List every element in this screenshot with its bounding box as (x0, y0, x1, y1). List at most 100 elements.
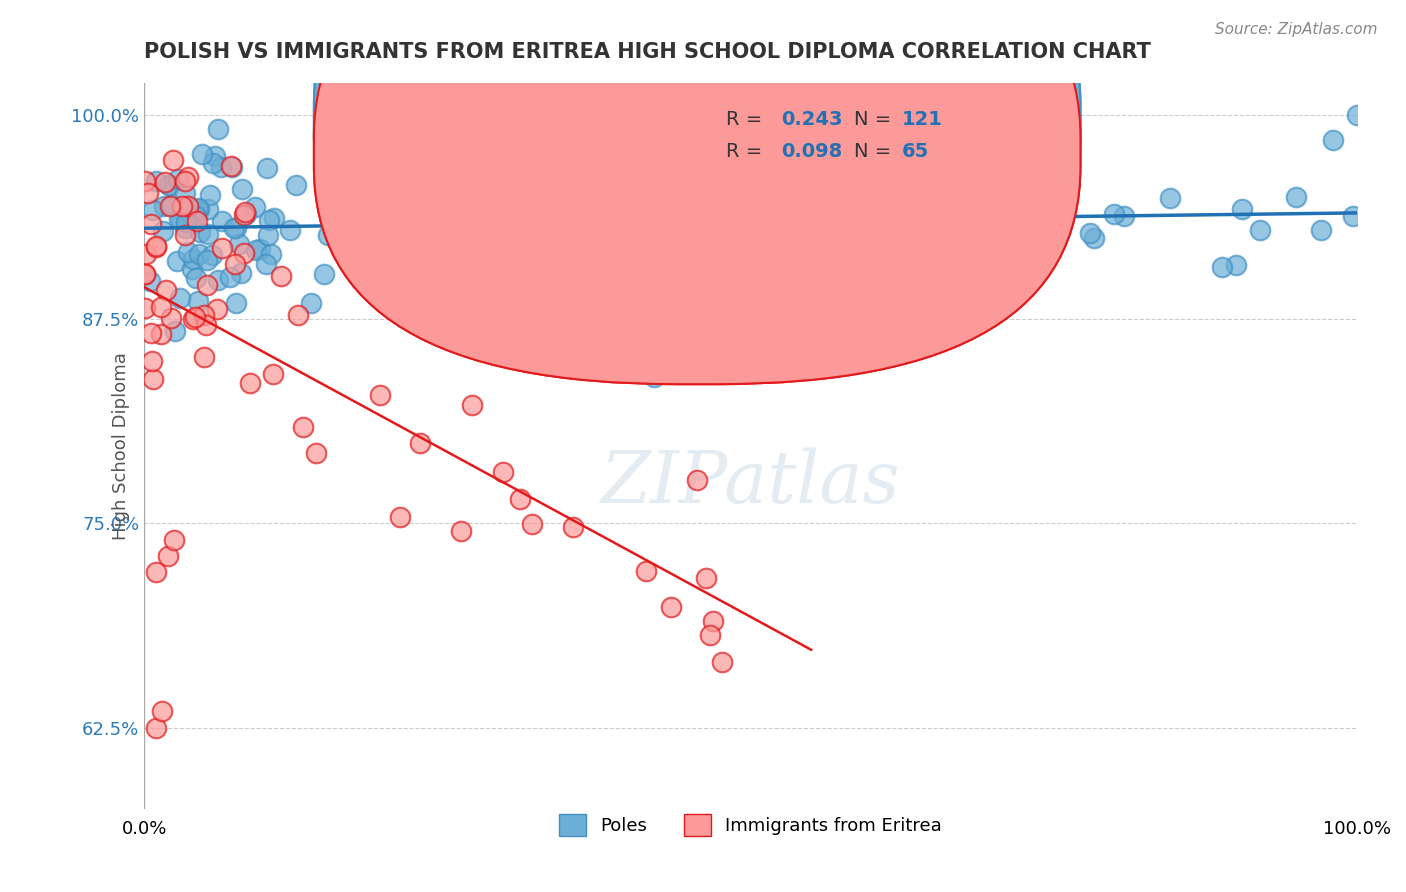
Poles (747, 188, 769, 202)
Poles (413, 207, 436, 221)
Poles (316, 227, 339, 242)
Poles (197, 202, 219, 216)
Immigrants from Eritrea (509, 492, 531, 507)
Poles (256, 161, 278, 175)
Poles (188, 246, 211, 260)
Poles (218, 270, 240, 285)
Poles (184, 209, 207, 223)
Y-axis label: High School Diploma: High School Diploma (112, 352, 131, 540)
Immigrants from Eritrea (155, 175, 177, 189)
Poles (142, 203, 165, 218)
Text: 0.243: 0.243 (780, 110, 842, 128)
Poles (1249, 222, 1271, 236)
FancyBboxPatch shape (672, 101, 963, 174)
Poles (1346, 108, 1368, 122)
Immigrants from Eritrea (186, 213, 208, 227)
Poles (661, 186, 683, 201)
FancyBboxPatch shape (314, 0, 1080, 351)
Poles (157, 178, 180, 192)
Immigrants from Eritrea (142, 372, 165, 386)
Poles (245, 243, 267, 257)
Immigrants from Eritrea (389, 509, 412, 524)
Text: N =: N = (853, 110, 897, 128)
Immigrants from Eritrea (163, 533, 186, 547)
Text: N =: N = (853, 142, 897, 161)
Poles (434, 232, 457, 246)
Immigrants from Eritrea (183, 310, 205, 324)
Text: N =: N = (853, 142, 897, 161)
Immigrants from Eritrea (219, 159, 242, 173)
Poles (312, 267, 335, 281)
Poles (1102, 207, 1125, 221)
Poles (231, 182, 253, 196)
Poles (1078, 226, 1101, 240)
Poles (872, 219, 894, 233)
Immigrants from Eritrea (170, 199, 193, 213)
Immigrants from Eritrea (134, 173, 156, 187)
Poles (202, 156, 225, 170)
Poles (170, 212, 193, 227)
Poles (828, 211, 851, 226)
Poles (166, 172, 188, 186)
Immigrants from Eritrea (292, 420, 315, 434)
Immigrants from Eritrea (197, 277, 219, 292)
Poles (1343, 210, 1365, 224)
Poles (254, 257, 277, 271)
Poles (447, 161, 470, 176)
Poles (222, 221, 245, 235)
Poles (257, 212, 280, 227)
Text: 0.098: 0.098 (780, 142, 842, 161)
Immigrants from Eritrea (134, 301, 156, 315)
Immigrants from Eritrea (699, 628, 721, 642)
Poles (1114, 209, 1136, 223)
Immigrants from Eritrea (193, 308, 215, 322)
Poles (1285, 190, 1308, 204)
Text: 65: 65 (903, 142, 929, 161)
Immigrants from Eritrea (157, 549, 180, 563)
Poles (1083, 231, 1105, 245)
Poles (316, 179, 339, 194)
Immigrants from Eritrea (177, 169, 200, 184)
Immigrants from Eritrea (145, 239, 167, 253)
Immigrants from Eritrea (135, 247, 157, 261)
Poles (824, 220, 846, 235)
Poles (170, 202, 193, 217)
Immigrants from Eritrea (262, 367, 284, 381)
Poles (408, 226, 430, 240)
Poles (676, 243, 699, 257)
Poles (463, 208, 485, 222)
Poles (228, 237, 250, 252)
Poles (204, 149, 226, 163)
Poles (387, 236, 409, 251)
Text: 121: 121 (903, 110, 943, 128)
Poles (425, 214, 447, 228)
Text: 65: 65 (903, 142, 929, 161)
Poles (207, 273, 229, 287)
Immigrants from Eritrea (710, 655, 733, 669)
Poles (190, 147, 212, 161)
Poles (221, 160, 243, 174)
Text: R =: R = (727, 110, 769, 128)
Poles (257, 227, 280, 242)
Poles (380, 227, 402, 242)
Poles (225, 296, 247, 310)
Immigrants from Eritrea (134, 267, 156, 281)
Poles (157, 178, 180, 192)
Poles (280, 223, 302, 237)
FancyBboxPatch shape (314, 0, 1080, 351)
Poles (152, 224, 174, 238)
Poles (860, 199, 883, 213)
Poles (187, 293, 209, 308)
Poles (392, 213, 415, 227)
Poles (692, 236, 714, 251)
Immigrants from Eritrea (177, 199, 200, 213)
Poles (350, 153, 373, 167)
Text: Source: ZipAtlas.com: Source: ZipAtlas.com (1215, 22, 1378, 37)
Poles (169, 291, 191, 305)
Poles (593, 361, 616, 376)
Poles (145, 174, 167, 188)
Poles (328, 152, 350, 166)
Poles (1159, 191, 1181, 205)
Immigrants from Eritrea (461, 399, 484, 413)
Poles (188, 226, 211, 240)
